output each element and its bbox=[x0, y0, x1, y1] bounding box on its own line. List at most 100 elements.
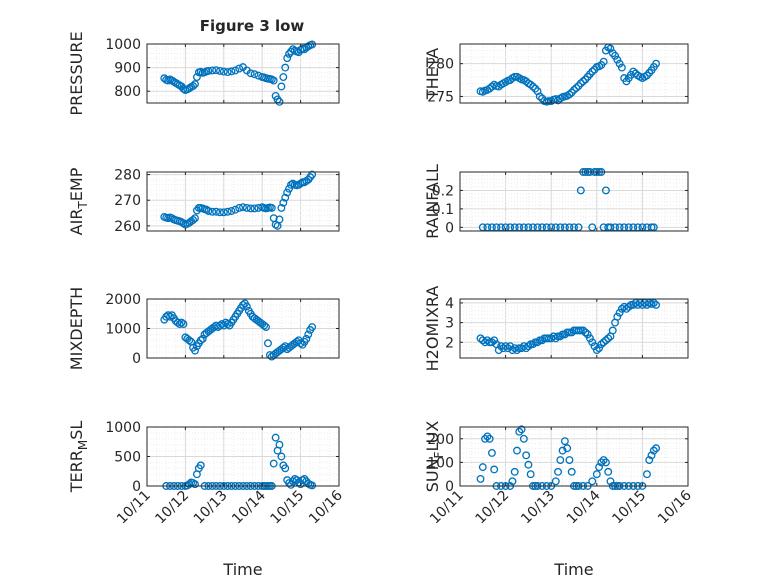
y-tick-label: 280 bbox=[427, 57, 454, 73]
data-point bbox=[191, 480, 199, 489]
data-point bbox=[579, 326, 588, 335]
axes-box bbox=[146, 171, 340, 232]
y-tick-label: 0.2 bbox=[432, 183, 454, 199]
data-point bbox=[269, 459, 278, 468]
data-point bbox=[597, 458, 606, 467]
data-point bbox=[524, 460, 533, 469]
data-point bbox=[522, 451, 531, 460]
data-point bbox=[288, 477, 297, 486]
data-point bbox=[617, 304, 626, 313]
data-point bbox=[519, 434, 528, 443]
data-point bbox=[223, 68, 232, 77]
y-tick-label: 100 bbox=[427, 455, 454, 471]
data-point bbox=[501, 342, 510, 351]
data-point bbox=[219, 208, 228, 217]
data-point bbox=[216, 208, 224, 217]
data-point bbox=[308, 170, 317, 179]
data-point bbox=[185, 336, 194, 345]
data-point bbox=[285, 184, 294, 193]
data-point bbox=[198, 334, 207, 343]
data-point bbox=[208, 66, 217, 75]
data-point bbox=[300, 474, 309, 483]
data-point bbox=[615, 59, 624, 68]
subplot-5: 0 1000 2000 MIXDEPTH bbox=[67, 287, 340, 370]
data-point bbox=[556, 456, 565, 464]
data-point bbox=[160, 74, 169, 83]
data-point bbox=[485, 434, 494, 443]
data-point bbox=[196, 336, 205, 345]
data-point bbox=[487, 449, 496, 457]
data-point bbox=[510, 72, 519, 81]
data-point bbox=[649, 298, 658, 307]
data-point bbox=[485, 338, 494, 347]
data-point bbox=[287, 180, 295, 189]
data-point bbox=[267, 203, 276, 212]
data-point bbox=[551, 477, 560, 486]
data-point bbox=[219, 67, 228, 76]
plot-area bbox=[147, 44, 339, 103]
data-point bbox=[599, 338, 608, 347]
data-point bbox=[242, 302, 251, 311]
data-point bbox=[551, 334, 560, 343]
axes-box bbox=[459, 426, 689, 487]
y-tick-label: 3 bbox=[445, 316, 454, 332]
data-point bbox=[565, 328, 574, 337]
data-point bbox=[260, 321, 269, 330]
x-axis-label: Time bbox=[553, 560, 593, 579]
data-point bbox=[476, 474, 485, 483]
data-point bbox=[175, 320, 184, 329]
data-point bbox=[239, 300, 247, 309]
data-point bbox=[490, 465, 499, 474]
data-point bbox=[615, 308, 624, 317]
data-point bbox=[531, 338, 540, 347]
data-point bbox=[250, 204, 259, 213]
data-point bbox=[554, 332, 562, 341]
data-point bbox=[592, 470, 601, 479]
y-tick-label: 900 bbox=[114, 61, 141, 77]
data-point bbox=[250, 70, 259, 79]
data-point bbox=[595, 463, 604, 472]
data-point bbox=[631, 298, 640, 307]
data-point bbox=[223, 207, 232, 216]
y-axis-label: MIXDEPTH bbox=[67, 287, 86, 370]
data-point bbox=[239, 203, 247, 212]
series-markers bbox=[476, 298, 661, 355]
data-point bbox=[604, 467, 613, 476]
y-axis-label: PRESSURE bbox=[67, 31, 86, 115]
data-point bbox=[478, 463, 487, 472]
y-tick-label: 270 bbox=[114, 193, 141, 209]
data-point bbox=[191, 346, 199, 355]
data-point bbox=[478, 336, 487, 345]
data-point bbox=[588, 338, 597, 347]
data-point bbox=[277, 203, 286, 212]
data-point bbox=[576, 186, 585, 195]
data-point bbox=[556, 332, 565, 341]
data-point bbox=[538, 336, 547, 345]
data-point bbox=[601, 186, 610, 195]
data-point bbox=[513, 446, 521, 455]
data-point bbox=[271, 433, 280, 442]
data-point bbox=[633, 300, 642, 309]
data-point bbox=[212, 66, 221, 75]
data-point bbox=[529, 82, 537, 91]
data-point bbox=[565, 90, 574, 99]
data-point bbox=[281, 63, 290, 72]
y-tick-label: 500 bbox=[114, 450, 141, 466]
data-point bbox=[227, 207, 236, 215]
data-point bbox=[217, 320, 226, 329]
data-point bbox=[497, 342, 505, 351]
data-point bbox=[191, 80, 199, 89]
data-point bbox=[481, 434, 490, 443]
data-point bbox=[231, 205, 240, 214]
data-point bbox=[643, 470, 651, 479]
data-point bbox=[275, 215, 284, 224]
data-point bbox=[613, 312, 622, 321]
data-point bbox=[563, 328, 572, 337]
data-point bbox=[308, 481, 317, 490]
data-point bbox=[604, 334, 613, 343]
data-point bbox=[599, 57, 608, 66]
subplot-1: 800 900 1000 PRESSURE bbox=[67, 31, 340, 116]
